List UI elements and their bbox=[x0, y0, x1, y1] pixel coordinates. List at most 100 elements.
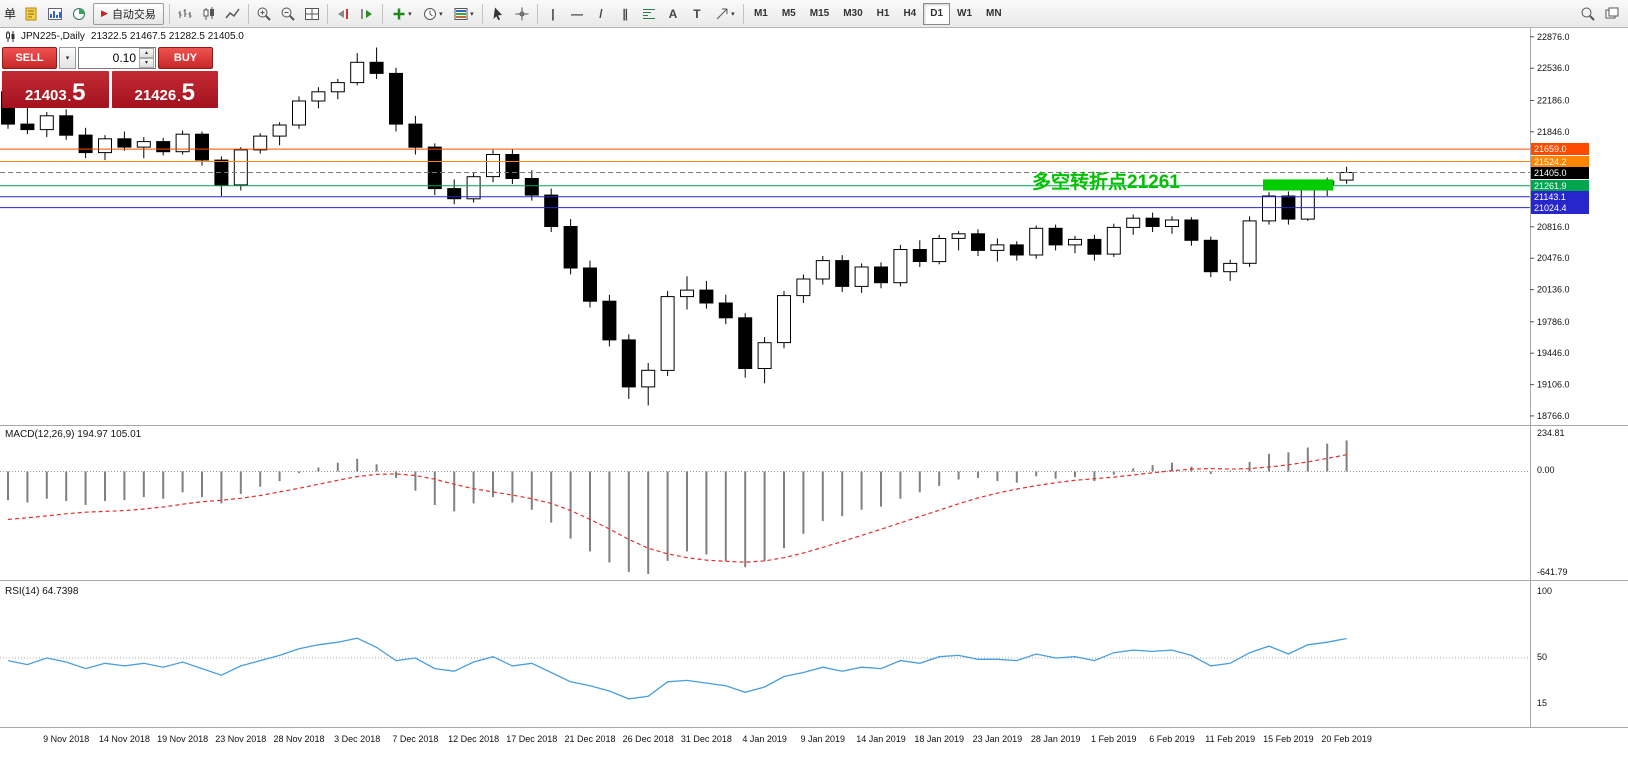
svg-text:11 Feb 2019: 11 Feb 2019 bbox=[1205, 734, 1255, 744]
buy-price-big: 5 bbox=[181, 78, 195, 106]
macd-axis-min: -641.79 bbox=[1537, 567, 1568, 577]
zoom-out-icon[interactable] bbox=[276, 3, 300, 25]
bar-chart-icon[interactable] bbox=[173, 3, 197, 25]
indicators-icon[interactable]: ▾ bbox=[386, 3, 417, 25]
macd-panel[interactable] bbox=[0, 426, 1530, 580]
timeframe-h1[interactable]: H1 bbox=[870, 3, 897, 25]
search-icon[interactable] bbox=[1576, 3, 1600, 25]
zoom-in-icon[interactable] bbox=[252, 3, 276, 25]
svg-text:14 Nov 2018: 14 Nov 2018 bbox=[99, 734, 150, 744]
svg-text:23 Nov 2018: 23 Nov 2018 bbox=[215, 734, 266, 744]
main-chart-panel[interactable] bbox=[0, 28, 1530, 425]
svg-text:31 Dec 2018: 31 Dec 2018 bbox=[681, 734, 732, 744]
buy-button[interactable]: BUY bbox=[158, 47, 213, 69]
rsi-axis-low: 15 bbox=[1537, 698, 1548, 708]
svg-text:20 Feb 2019: 20 Feb 2019 bbox=[1321, 734, 1372, 744]
timeframe-w1[interactable]: W1 bbox=[950, 3, 979, 25]
sell-price-dot: . bbox=[67, 90, 72, 104]
volume-input[interactable] bbox=[79, 48, 139, 68]
sell-price-box[interactable]: 21403 . 5 bbox=[2, 71, 109, 108]
templates-icon[interactable]: ▾ bbox=[448, 3, 479, 25]
svg-text:19 Nov 2018: 19 Nov 2018 bbox=[157, 734, 208, 744]
symbol-period-text: JPN225-,Daily bbox=[21, 31, 85, 42]
timeframe-m15[interactable]: M15 bbox=[803, 3, 836, 25]
buy-price-box[interactable]: 21426 . 5 bbox=[111, 71, 218, 108]
toolbar: 单 ▶ 自动交易 bbox=[0, 0, 1628, 28]
chevron-down-icon: ▾ bbox=[731, 10, 735, 18]
timeframe-m30[interactable]: M30 bbox=[836, 3, 869, 25]
autotrading-play-icon: ▶ bbox=[101, 8, 108, 18]
sell-button[interactable]: SELL bbox=[2, 47, 57, 69]
svg-text:23 Jan 2019: 23 Jan 2019 bbox=[973, 734, 1023, 744]
sell-price-big: 5 bbox=[72, 78, 86, 106]
svg-text:20136.0: 20136.0 bbox=[1537, 285, 1570, 295]
svg-text:20476.0: 20476.0 bbox=[1537, 253, 1570, 263]
time-axis[interactable] bbox=[0, 728, 1628, 752]
timeframe-d1[interactable]: D1 bbox=[923, 2, 951, 25]
fibonacci-icon[interactable] bbox=[637, 3, 661, 25]
volume-input-group: ▴ ▾ bbox=[78, 47, 156, 69]
svg-text:18 Jan 2019: 18 Jan 2019 bbox=[914, 734, 964, 744]
svg-text:22536.0: 22536.0 bbox=[1537, 63, 1570, 73]
tile-windows-icon[interactable] bbox=[300, 3, 324, 25]
timeframe-m5[interactable]: M5 bbox=[775, 3, 803, 25]
toolbar-divider bbox=[247, 3, 249, 24]
crosshair-icon[interactable] bbox=[510, 3, 534, 25]
volume-up-button[interactable]: ▴ bbox=[139, 48, 154, 58]
price-level-tag: 21659.0 bbox=[1531, 143, 1589, 155]
vertical-line-icon[interactable]: | bbox=[541, 3, 565, 25]
price-level-tag: 21143.1 bbox=[1531, 191, 1589, 203]
svg-text:6 Feb 2019: 6 Feb 2019 bbox=[1149, 734, 1195, 744]
candlestick-chart-icon[interactable] bbox=[197, 3, 221, 25]
chevron-down-icon: ▾ bbox=[408, 10, 412, 18]
timeframe-mn[interactable]: MN bbox=[979, 3, 1009, 25]
autotrading-label: 自动交易 bbox=[111, 8, 156, 21]
timeframe-m1[interactable]: M1 bbox=[747, 3, 775, 25]
pivot-annotation[interactable]: 多空转折点21261 bbox=[1032, 172, 1180, 193]
layers-icon[interactable] bbox=[1600, 3, 1624, 25]
label-icon[interactable]: T bbox=[685, 3, 709, 25]
autoscroll-icon[interactable] bbox=[355, 3, 379, 25]
svg-text:22186.0: 22186.0 bbox=[1537, 96, 1570, 106]
svg-text:9 Nov 2018: 9 Nov 2018 bbox=[43, 734, 89, 744]
svg-text:1 Feb 2019: 1 Feb 2019 bbox=[1091, 734, 1137, 744]
volume-dropdown[interactable]: ▾ bbox=[59, 47, 76, 69]
volume-down-button[interactable]: ▾ bbox=[139, 58, 154, 68]
toolbar-divider bbox=[381, 3, 383, 24]
rsi-label: RSI(14) 64.7398 bbox=[5, 586, 79, 597]
periods-icon[interactable]: ▾ bbox=[417, 3, 448, 25]
svg-text:12 Dec 2018: 12 Dec 2018 bbox=[448, 734, 499, 744]
svg-text:9 Jan 2019: 9 Jan 2019 bbox=[801, 734, 846, 744]
timeframe-h4[interactable]: H4 bbox=[896, 3, 923, 25]
quotes-icon[interactable] bbox=[67, 3, 91, 25]
svg-text:15 Feb 2019: 15 Feb 2019 bbox=[1263, 734, 1314, 744]
charts-icon[interactable] bbox=[43, 3, 67, 25]
sell-price-main: 21403 bbox=[25, 87, 67, 104]
line-chart-icon[interactable] bbox=[221, 3, 245, 25]
shift-chart-icon[interactable] bbox=[331, 3, 355, 25]
rsi-axis-mid: 50 bbox=[1537, 652, 1548, 662]
price-axis[interactable] bbox=[1530, 28, 1628, 727]
text-icon[interactable]: A bbox=[661, 3, 685, 25]
cursor-icon[interactable] bbox=[486, 3, 510, 25]
toolbar-divider bbox=[481, 3, 483, 24]
trendline-icon[interactable]: / bbox=[589, 3, 613, 25]
svg-text:26 Dec 2018: 26 Dec 2018 bbox=[623, 734, 674, 744]
svg-text:19446.0: 19446.0 bbox=[1537, 348, 1570, 358]
svg-text:14 Jan 2019: 14 Jan 2019 bbox=[856, 734, 906, 744]
channel-icon[interactable]: ∥ bbox=[613, 3, 637, 25]
rsi-axis-max: 100 bbox=[1537, 586, 1553, 596]
rsi-panel[interactable] bbox=[0, 581, 1530, 727]
autotrading-button[interactable]: ▶ 自动交易 bbox=[93, 2, 164, 25]
menu-label[interactable]: 单 bbox=[4, 7, 17, 21]
svg-text:20816.0: 20816.0 bbox=[1537, 222, 1570, 232]
chevron-down-icon: ▾ bbox=[439, 10, 443, 18]
svg-text:21 Dec 2018: 21 Dec 2018 bbox=[564, 734, 615, 744]
current-price-tag: 21405.0 bbox=[1531, 167, 1589, 179]
svg-text:17 Dec 2018: 17 Dec 2018 bbox=[506, 734, 557, 744]
shapes-icon[interactable]: ▾ bbox=[709, 3, 740, 25]
horizontal-line-icon[interactable]: — bbox=[565, 3, 589, 25]
new-order-icon[interactable] bbox=[19, 3, 43, 25]
